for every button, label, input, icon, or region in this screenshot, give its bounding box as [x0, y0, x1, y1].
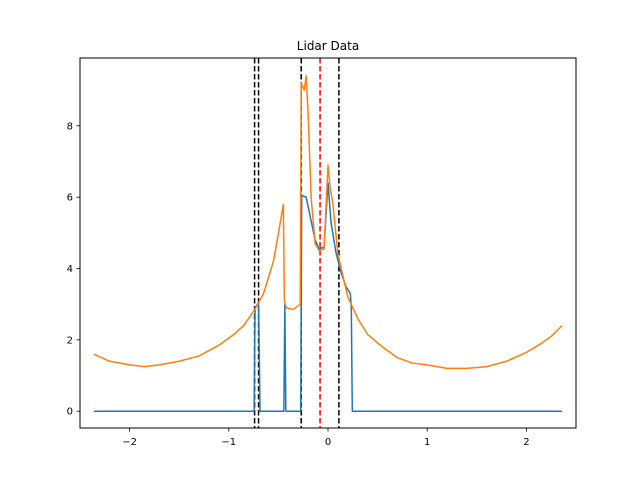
x-axis: −2 −1 0 1 2	[122, 428, 530, 448]
y-axis: 0 2 4 6 8	[67, 121, 80, 418]
plot-frame	[79, 57, 577, 429]
y-tick-label: 6	[67, 193, 73, 204]
series-line-0	[93, 182, 563, 412]
y-tick-label: 8	[67, 121, 73, 132]
x-tick-label: 0	[325, 437, 331, 448]
x-tick-label: −2	[122, 437, 137, 448]
y-tick-label: 2	[67, 335, 73, 346]
x-tick-label: 1	[424, 437, 430, 448]
x-tick-label: 2	[523, 437, 529, 448]
series-group	[93, 75, 563, 412]
x-tick-label: −1	[221, 437, 236, 448]
series-line-1	[93, 75, 563, 370]
y-tick-label: 0	[67, 407, 73, 418]
vertical-markers	[253, 58, 340, 428]
y-tick-label: 4	[67, 264, 73, 275]
chart-title: Lidar Data	[297, 39, 359, 53]
